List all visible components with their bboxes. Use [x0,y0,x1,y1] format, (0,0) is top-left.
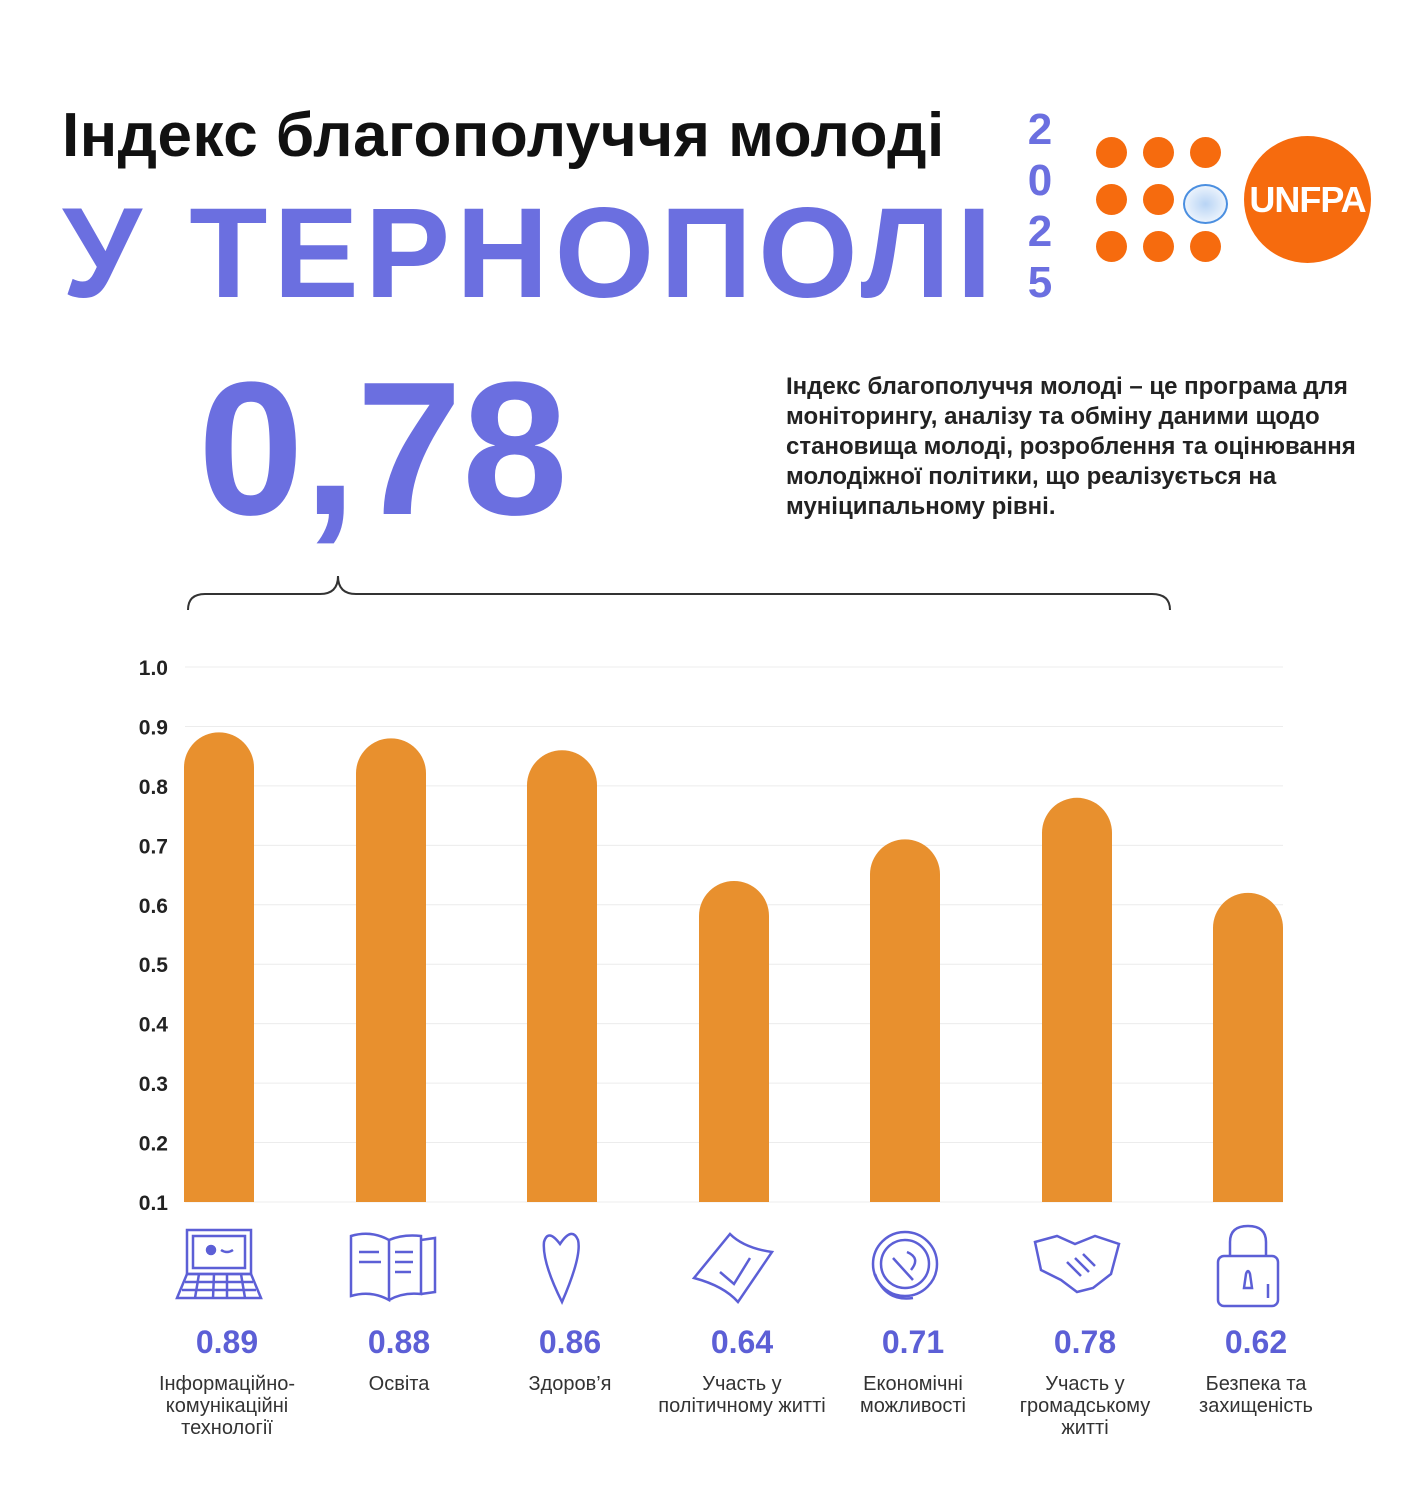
padlock-icon [1198,1222,1298,1308]
heart-icon [512,1222,612,1308]
value-label: 0.64 [710,1324,774,1360]
year-digit: 2 [1027,207,1053,256]
coin-icon [855,1222,955,1308]
y-tick-label: 0.7 [139,835,168,858]
year-digit: 5 [1027,258,1053,307]
bar [699,881,769,1202]
description: Індекс благополуччя молоді – це програма… [786,373,1356,520]
category-label: Здоров’я [528,1373,612,1395]
value-label: 0.71 [881,1324,945,1360]
category-label: Участь у громадському житті [1019,1373,1151,1439]
category-label: Освіта [368,1373,430,1395]
book-icon [341,1222,441,1308]
bar [527,750,597,1202]
bar [184,732,254,1202]
category-label: Участь у політичному житті [658,1373,826,1417]
bar [1213,892,1283,1202]
category-label: Інформаційно-комунікаційні технології [158,1373,296,1439]
bar [870,839,940,1202]
value-label: 0.86 [538,1324,602,1360]
unfpa-logo: UNFPA [1244,136,1371,263]
brace [187,575,1171,611]
y-tick-label: 0.4 [139,1014,169,1037]
year: 2 0 2 5 [1022,104,1058,308]
un-emblem-icon [1183,184,1228,224]
year-digit: 2 [1027,105,1053,154]
y-tick-label: 0.8 [139,776,169,799]
year-digit: 0 [1027,156,1053,205]
value-label: 0.62 [1224,1324,1288,1360]
handshake-icon [1027,1222,1127,1308]
title-line2: У ТЕРНОПОЛІ [62,182,998,325]
bar [356,738,426,1202]
category-label: Економічні можливості [860,1373,966,1417]
y-tick-label: 0.9 [139,716,168,739]
y-tick-label: 0.2 [139,1133,168,1156]
value-label: 0.78 [1053,1324,1117,1360]
value-label: 0.89 [195,1324,259,1360]
title-line1: Індекс благополуччя молоді [62,101,945,170]
bar [1042,797,1112,1202]
y-tick-label: 0.6 [139,895,168,918]
laptop-icon [169,1222,269,1308]
y-tick-label: 0.3 [139,1073,168,1096]
ballot-icon [684,1222,784,1308]
y-tick-label: 0.5 [139,954,169,977]
category-label: Безпека та захищеність [1199,1373,1313,1417]
y-tick-label: 0.1 [139,1192,169,1215]
y-tick-label: 1.0 [139,657,168,680]
value-label: 0.88 [367,1324,431,1360]
overall-index-value: 0,78 [198,343,568,555]
